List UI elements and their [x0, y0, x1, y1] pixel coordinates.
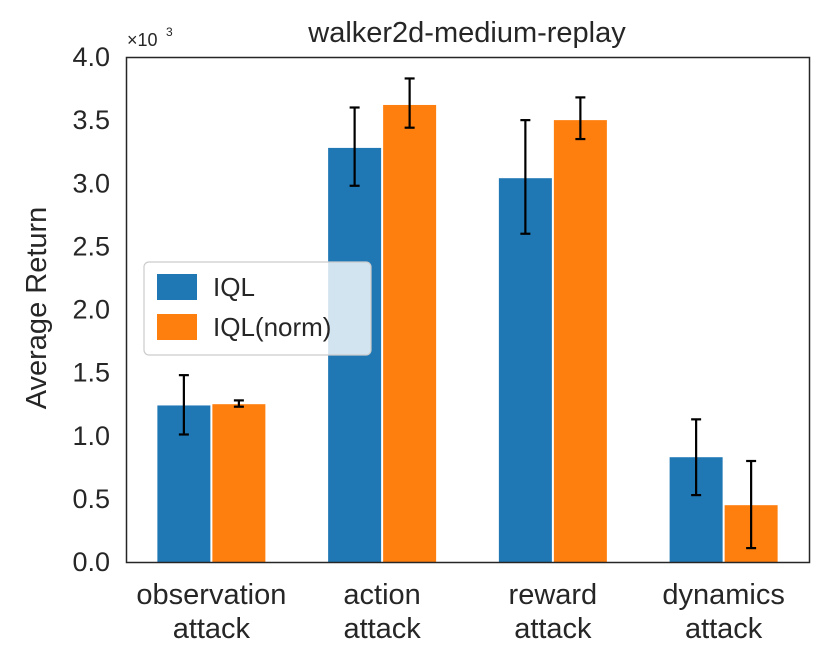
y-axis-label: Average Return — [21, 207, 53, 410]
legend: IQL IQL(norm) — [143, 261, 372, 356]
x-tick-label: attack — [173, 613, 251, 645]
y-tick-label: 0.0 — [72, 547, 110, 577]
x-tick-label: observation — [136, 579, 286, 611]
legend-swatch-iql — [157, 274, 197, 300]
bar-iql-norm — [212, 404, 266, 562]
x-tick-label: action — [343, 579, 420, 611]
y-tick-label: 1.0 — [72, 421, 110, 451]
legend-box — [143, 261, 372, 356]
y-tick-label: 3.5 — [72, 105, 110, 135]
bars — [157, 104, 778, 562]
bar-iql — [498, 178, 552, 562]
x-tick-labels: observationattackactionattackrewardattac… — [136, 579, 784, 645]
y-tick-label: 2.0 — [72, 295, 110, 325]
error-bars — [178, 77, 757, 550]
y-tick-label: 2.5 — [72, 231, 110, 261]
y-tick-label: 4.0 — [72, 42, 110, 72]
y-tick-label: 1.5 — [72, 358, 110, 388]
bar-iql-norm — [553, 120, 607, 562]
y-tick-label: 0.5 — [72, 484, 110, 514]
legend-label-iql: IQL — [213, 272, 255, 302]
chart-title: walker2d-medium-replay — [307, 17, 626, 49]
x-tick-label: attack — [514, 613, 592, 645]
x-tick-label: reward — [509, 579, 598, 611]
bar-iql-norm — [383, 104, 437, 562]
x-tick-label: attack — [343, 613, 421, 645]
legend-label-iql-norm: IQL(norm) — [213, 312, 331, 342]
legend-swatch-iql-norm — [157, 314, 197, 340]
y-scale-label: ×10 — [127, 30, 158, 50]
plot-frame — [125, 56, 811, 564]
y-tick-label: 3.0 — [72, 168, 110, 198]
x-tick-label: dynamics — [662, 579, 785, 611]
y-tick-labels: 0.0 0.5 1.0 1.5 2.0 2.5 3.0 3.5 4.0 — [72, 42, 110, 577]
y-scale-exponent: 3 — [166, 25, 173, 39]
x-tick-label: attack — [685, 613, 763, 645]
